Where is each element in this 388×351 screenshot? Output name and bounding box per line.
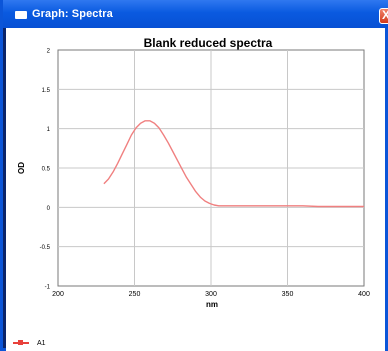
legend-label-a1: A1 <box>37 339 46 347</box>
series-line-a1 <box>103 120 364 208</box>
close-button[interactable]: X <box>379 8 388 24</box>
y-tick-label: 0 <box>47 206 51 212</box>
y-tick-label: 1.5 <box>42 88 51 94</box>
x-axis-label: nm <box>206 300 218 309</box>
y-tick-label: -1 <box>45 285 51 291</box>
y-axis-label: OD <box>17 162 26 174</box>
y-tick-label: -0.5 <box>40 245 51 251</box>
x-tick-label: 350 <box>282 291 294 298</box>
legend-swatch-a1 <box>13 340 29 345</box>
legend: A1 <box>13 337 46 349</box>
title-bar[interactable]: Graph: Spectra X <box>3 0 388 28</box>
y-tick-label: 2 <box>47 49 51 55</box>
window-icon <box>15 11 27 19</box>
y-tick-label: 1 <box>47 127 51 133</box>
x-tick-label: 400 <box>358 291 370 298</box>
x-tick-label: 300 <box>205 291 217 298</box>
y-tick-label: 0.5 <box>42 167 51 173</box>
close-icon: X <box>382 8 388 22</box>
window-title: Graph: Spectra <box>32 8 113 20</box>
x-tick-label: 200 <box>52 291 64 298</box>
x-tick-label: 250 <box>129 291 141 298</box>
chart-title: Blank reduced spectra <box>144 36 273 50</box>
